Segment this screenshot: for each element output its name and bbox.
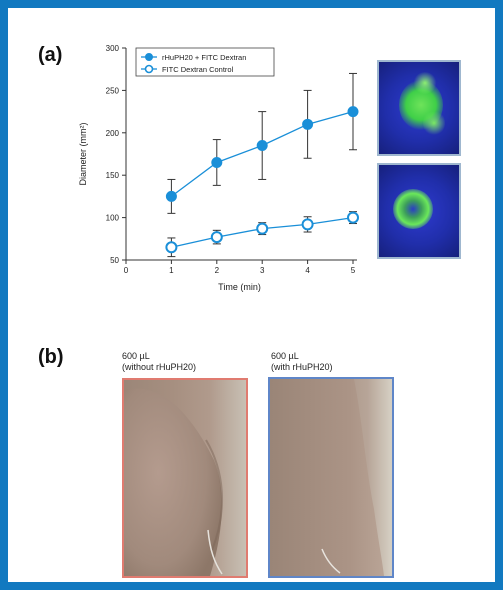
injection-photo-without-rhuph20 — [122, 378, 248, 578]
data-point — [165, 190, 177, 202]
y-tick-label: 150 — [106, 171, 120, 180]
data-point — [165, 241, 178, 254]
y-tick-label: 100 — [106, 214, 120, 223]
data-point — [301, 218, 314, 231]
legend-marker — [144, 64, 154, 74]
panel-a-label: (a) — [38, 44, 63, 66]
data-point — [347, 211, 359, 224]
y-tick-label: 200 — [106, 129, 120, 138]
x-tick-label: 4 — [305, 266, 310, 275]
legend-label: FITC Dextran Control — [162, 65, 234, 74]
data-point — [347, 106, 359, 118]
spread-shape — [270, 379, 384, 576]
x-tick-label: 2 — [215, 266, 220, 275]
data-point — [256, 222, 269, 235]
x-tick-label: 1 — [169, 266, 174, 275]
data-point — [211, 156, 223, 168]
x-tick-label: 5 — [351, 266, 356, 275]
data-point — [210, 231, 223, 244]
y-tick-label: 250 — [106, 86, 120, 95]
green-spread-blob-bottom — [423, 110, 445, 136]
green-ring-blob — [393, 189, 433, 229]
x-tick-label: 0 — [124, 266, 129, 275]
legend-label: rHuPH20 + FITC Dextran — [162, 53, 246, 62]
series-1 — [165, 72, 359, 214]
series-2 — [165, 211, 359, 258]
bleb-shape — [124, 388, 223, 576]
fluorescence-spread-image — [377, 60, 461, 156]
fluorescence-control-image — [377, 163, 461, 259]
diameter-chart: 50 100 150 200 250 300 0 1 2 3 4 5 Time (min) Diamete… — [78, 44, 359, 292]
data-point — [302, 118, 314, 130]
x-tick-label: 3 — [260, 266, 265, 275]
y-tick-label: 50 — [110, 256, 119, 265]
injection-photo-with-rhuph20 — [268, 377, 394, 578]
green-spread-blob-top — [413, 72, 437, 94]
legend-box — [135, 47, 275, 77]
y-tick-label: 300 — [106, 44, 120, 53]
y-axis-label: Diameter (mm²) — [78, 123, 88, 186]
right-photo-caption: 600 µL (with rHuPH20) — [271, 351, 333, 372]
data-point — [256, 140, 268, 152]
panel-b-label: (b) — [38, 346, 64, 368]
left-photo-caption: 600 µL (without rHuPH20) — [122, 351, 197, 372]
x-axis-label: Time (min) — [218, 282, 261, 292]
legend-marker — [145, 53, 153, 61]
